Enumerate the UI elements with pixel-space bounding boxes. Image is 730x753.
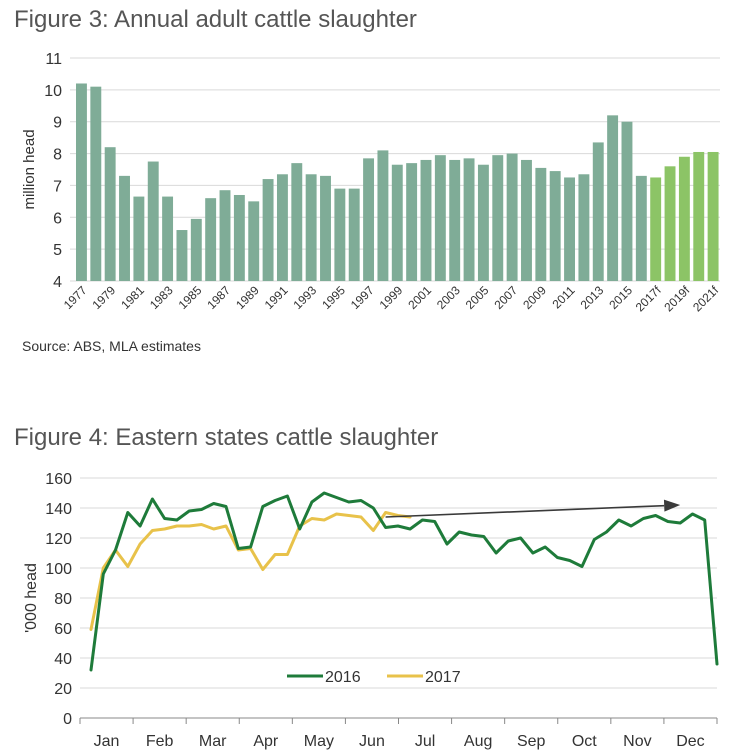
bar-2017f <box>650 177 662 281</box>
series-line-2016 <box>89 491 719 672</box>
series-line-2017 <box>89 511 412 631</box>
month-label-Oct: Oct <box>572 733 597 750</box>
legend-label-2016: 2016 <box>325 669 361 686</box>
month-label-Jan: Jan <box>94 733 120 750</box>
y-axis-label: million head <box>21 129 38 209</box>
y-tick-label: 4 <box>53 274 62 291</box>
bar-2020f <box>693 151 705 281</box>
legend-label-2017: 2017 <box>425 669 461 686</box>
bar-1978 <box>90 86 102 282</box>
y-tick-label: 6 <box>53 210 62 227</box>
bar-1982 <box>147 161 159 281</box>
bar-2006 <box>492 155 504 281</box>
bar-1985 <box>190 218 202 281</box>
bar-1981 <box>133 196 145 281</box>
y-tick-label: 9 <box>53 115 62 132</box>
y-tick-label: 10 <box>44 83 62 100</box>
y-tick-label: 60 <box>54 621 72 638</box>
bar-1997 <box>363 158 375 281</box>
month-label-Nov: Nov <box>623 733 651 750</box>
bar-2014 <box>607 115 619 281</box>
bar-2004 <box>463 158 475 281</box>
bar-2002 <box>434 155 446 281</box>
bar-1988 <box>233 194 245 281</box>
y-tick-label: 20 <box>54 681 72 698</box>
figure-4-title: Figure 4: Eastern states cattle slaughte… <box>14 424 439 451</box>
bar-1989 <box>248 201 260 281</box>
y-tick-label: 5 <box>53 242 62 259</box>
y-tick-label: 40 <box>54 651 72 668</box>
y-tick-label: 11 <box>45 51 62 68</box>
bar-2005 <box>477 164 489 281</box>
bar-1980 <box>119 175 130 281</box>
month-label-Apr: Apr <box>253 733 279 750</box>
bar-1993 <box>305 174 317 281</box>
month-label-Sep: Sep <box>517 733 546 750</box>
trend-arrow-line <box>385 504 665 518</box>
bar-1987 <box>219 190 231 281</box>
y-tick-label: 8 <box>53 147 62 164</box>
y-tick-label: 120 <box>45 531 72 548</box>
bar-2009 <box>535 167 547 281</box>
y-tick-label: 7 <box>53 178 62 195</box>
bar-2015 <box>621 121 633 281</box>
bar-1979 <box>104 147 116 281</box>
bar-2008 <box>521 159 532 281</box>
month-label-Jun: Jun <box>359 733 385 750</box>
bar-2013 <box>592 142 604 281</box>
month-label-Mar: Mar <box>199 733 227 750</box>
bar-1998 <box>377 150 389 281</box>
y-tick-label: 80 <box>54 591 72 608</box>
bar-1999 <box>391 164 403 281</box>
bar-1994 <box>320 175 331 281</box>
bar-1995 <box>334 188 346 281</box>
bar-1983 <box>162 196 174 281</box>
figure-3-title: Figure 3: Annual adult cattle slaughter <box>14 6 417 33</box>
bar-2001 <box>420 159 432 281</box>
bar-2019f <box>678 156 690 281</box>
bar-2021f <box>707 151 719 281</box>
bar-2012 <box>578 174 590 281</box>
bar-2016 <box>635 175 647 281</box>
bar-2003 <box>449 159 461 281</box>
figure-3-source: Source: ABS, MLA estimates <box>22 338 201 354</box>
bar-1986 <box>205 198 217 281</box>
month-label-May: May <box>304 733 334 750</box>
bar-2007 <box>506 153 518 281</box>
bar-1977 <box>76 83 87 281</box>
bar-1991 <box>276 174 288 281</box>
bar-2010 <box>549 171 561 281</box>
y-axis-label: '000 head <box>23 563 40 633</box>
bar-2000 <box>406 163 418 281</box>
month-label-Jul: Jul <box>415 733 435 750</box>
y-tick-label: 140 <box>45 501 72 518</box>
month-label-Dec: Dec <box>676 733 704 750</box>
bar-2018f <box>664 166 676 281</box>
month-label-Aug: Aug <box>464 733 492 750</box>
y-tick-label: 160 <box>45 471 72 488</box>
bar-1990 <box>262 179 274 281</box>
bar-1996 <box>348 188 360 281</box>
month-label-Feb: Feb <box>146 733 174 750</box>
bar-1992 <box>291 163 303 281</box>
y-tick-label: 100 <box>45 561 72 578</box>
y-tick-label: 0 <box>63 711 72 728</box>
bar-2011 <box>564 177 575 281</box>
bar-1984 <box>176 230 188 281</box>
trend-arrow-head <box>663 499 681 512</box>
